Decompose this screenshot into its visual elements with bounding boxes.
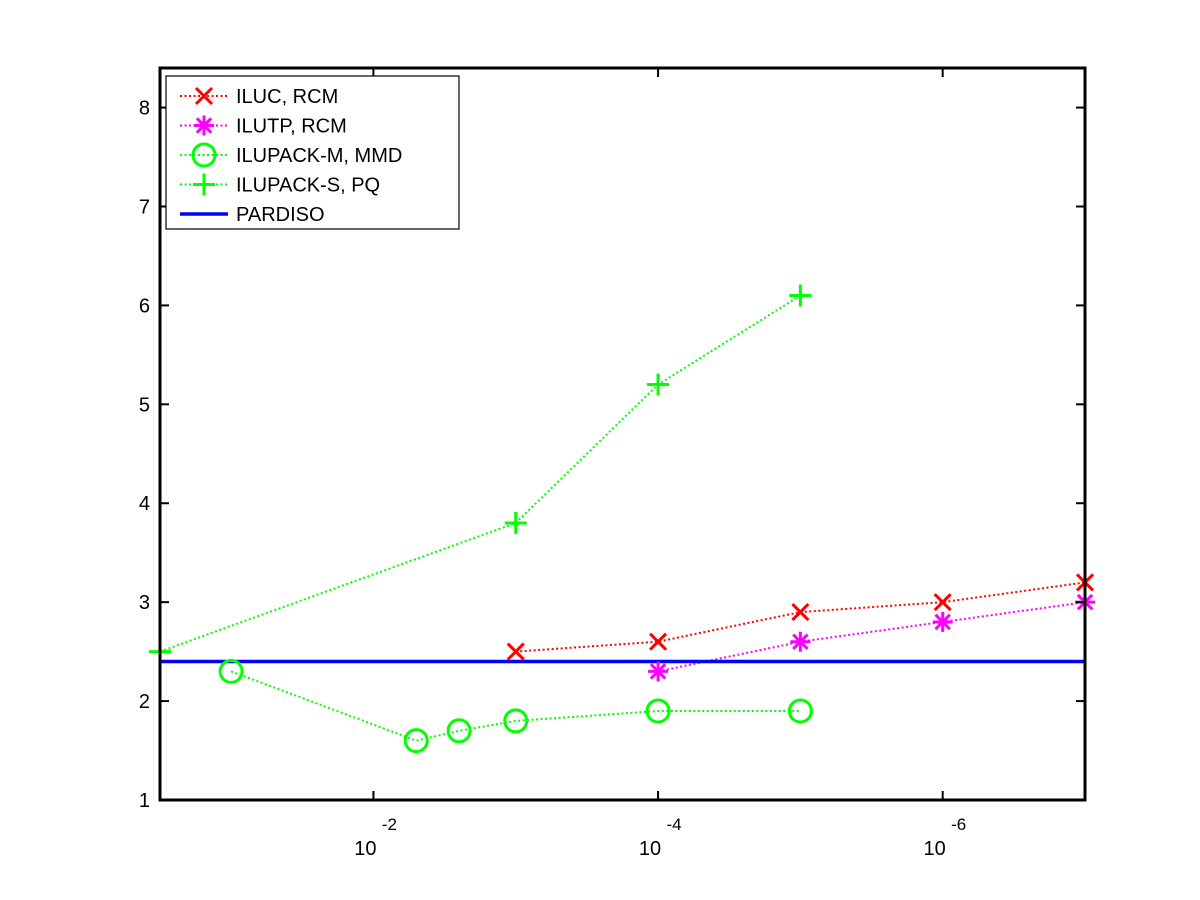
data-point-2-4 bbox=[645, 698, 671, 724]
data-point-1-1 bbox=[790, 631, 811, 652]
data-point-2-3 bbox=[503, 708, 529, 734]
data-point-1-0 bbox=[648, 661, 669, 682]
legend-label: ILUTP, RCM bbox=[236, 116, 347, 138]
x-tick-exponent: -2 bbox=[382, 815, 397, 834]
data-point-3-3 bbox=[789, 284, 812, 307]
y-tick-label: 7 bbox=[139, 196, 150, 218]
series-line-1 bbox=[657, 601, 1086, 673]
legend-label: ILUC, RCM bbox=[236, 86, 338, 108]
data-point-0-3 bbox=[933, 593, 952, 612]
legend-label: ILUPACK-M, MMD bbox=[236, 145, 402, 167]
data-point-2-5 bbox=[787, 698, 813, 724]
x-tick-base: 10 bbox=[924, 838, 946, 860]
data-point-0-0 bbox=[506, 642, 525, 661]
legend-label: ILUPACK-S, PQ bbox=[236, 175, 380, 197]
data-point-0-2 bbox=[791, 602, 810, 622]
y-tick-label: 1 bbox=[139, 790, 150, 812]
series-line-2 bbox=[230, 670, 801, 742]
data-point-3-2 bbox=[647, 373, 670, 396]
y-tick-label: 4 bbox=[139, 493, 150, 515]
series-line-3 bbox=[159, 294, 801, 653]
y-tick-label: 3 bbox=[139, 592, 150, 614]
legend-marker-0 bbox=[194, 86, 214, 106]
plot-lines bbox=[159, 294, 1086, 742]
legend: ILUC, RCM ILUTP, RCM ILUPACK-M, MMD ILUPACK… bbox=[165, 75, 460, 230]
data-point-1-2 bbox=[932, 611, 953, 632]
legend-marker-2 bbox=[191, 142, 217, 168]
x-tick-exponent: -6 bbox=[951, 815, 966, 834]
y-tick-label: 6 bbox=[139, 295, 150, 317]
legend-label: PARDISO bbox=[236, 204, 325, 226]
data-point-0-1 bbox=[648, 632, 668, 651]
plot-markers bbox=[149, 284, 1095, 754]
x-tick-exponent: -4 bbox=[666, 815, 681, 834]
legend-marker-1 bbox=[194, 115, 214, 136]
data-point-2-1 bbox=[403, 728, 429, 754]
data-point-2-0 bbox=[218, 658, 244, 684]
axes: 1 2 3 4 5 6 7 8 -2 10 -4 10 -6 10 bbox=[139, 66, 1087, 860]
y-tick-label: 5 bbox=[139, 394, 150, 416]
data-point-3-1 bbox=[504, 512, 527, 535]
data-point-2-2 bbox=[446, 718, 472, 744]
x-tick-base: 10 bbox=[354, 838, 376, 860]
axes-frame bbox=[158, 66, 1087, 802]
legend-marker-3 bbox=[193, 173, 215, 196]
x-tick-base: 10 bbox=[639, 838, 661, 860]
y-tick-label: 8 bbox=[139, 98, 150, 120]
y-tick-label: 2 bbox=[139, 691, 150, 713]
